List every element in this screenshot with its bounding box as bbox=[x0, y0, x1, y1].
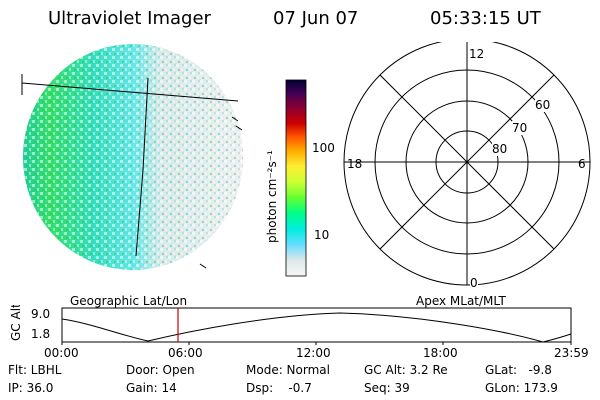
polar-diagonal-2 bbox=[379, 74, 555, 250]
lat-label-70: 70 bbox=[512, 121, 528, 135]
colorbar-tick-10: 10 bbox=[314, 228, 330, 242]
altitude-curve bbox=[61, 312, 572, 343]
timeline-x-tick-0600: 06:00 bbox=[168, 346, 203, 360]
grid-edge-ticks bbox=[199, 116, 243, 269]
status-ip: IP: 36.0 bbox=[8, 381, 54, 395]
status-glat: GLat: -9.8 bbox=[485, 363, 552, 377]
colorbar-scale bbox=[285, 79, 307, 277]
timeline-x-tick-0000: 00:00 bbox=[44, 346, 79, 360]
status-mode: Mode: Normal bbox=[246, 363, 330, 377]
status-dsp: Dsp: -0.7 bbox=[246, 381, 312, 395]
mlt-label-12: 12 bbox=[469, 47, 485, 61]
timeline-x-tick-2359: 23:59 bbox=[554, 346, 589, 360]
mlt-label-6: 6 bbox=[578, 157, 586, 171]
timeline-x-tick-1200: 12:00 bbox=[296, 346, 331, 360]
timeline-y-tick-low: 1.8 bbox=[31, 327, 51, 341]
colorbar-label: photon cm⁻²s⁻¹ bbox=[265, 150, 279, 243]
observation-time: 05:33:15 UT bbox=[430, 8, 541, 29]
polar-plot bbox=[343, 42, 591, 286]
observation-date: 07 Jun 07 bbox=[273, 8, 359, 29]
longitude-grid-line bbox=[135, 77, 149, 257]
timeline-x-tick-1800: 18:00 bbox=[423, 346, 458, 360]
status-gc-alt: GC Alt: 3.2 Re bbox=[364, 363, 448, 377]
uv-image bbox=[21, 44, 243, 270]
timeline-axis-title: GC Alt bbox=[9, 305, 23, 341]
timeline-frame bbox=[61, 307, 572, 343]
status-gain: Gain: 14 bbox=[126, 381, 177, 395]
mlt-label-18: 18 bbox=[347, 157, 363, 171]
timeline-left-label: Geographic Lat/Lon bbox=[70, 294, 188, 308]
timeline-right-label: Apex MLat/MLT bbox=[416, 294, 506, 308]
mlt-label-0: 0 bbox=[470, 276, 478, 290]
status-flt: Flt: LBHL bbox=[8, 363, 62, 377]
status-seq: Seq: 39 bbox=[364, 381, 410, 395]
lat-label-60: 60 bbox=[535, 98, 551, 112]
earth-disk bbox=[23, 44, 243, 270]
timeline-y-tick-high: 9.0 bbox=[31, 307, 51, 321]
colorbar: photon cm⁻²s⁻¹ bbox=[265, 79, 307, 277]
status-door: Door: Open bbox=[126, 363, 195, 377]
lat-label-80: 80 bbox=[492, 142, 508, 156]
latitude-grid-line bbox=[21, 82, 239, 102]
instrument-title: Ultraviolet Imager bbox=[48, 8, 211, 29]
status-glon: GLon: 173.9 bbox=[485, 381, 558, 395]
colorbar-tick-100: 100 bbox=[312, 141, 335, 155]
altitude-timeline: GC Alt bbox=[9, 305, 572, 345]
